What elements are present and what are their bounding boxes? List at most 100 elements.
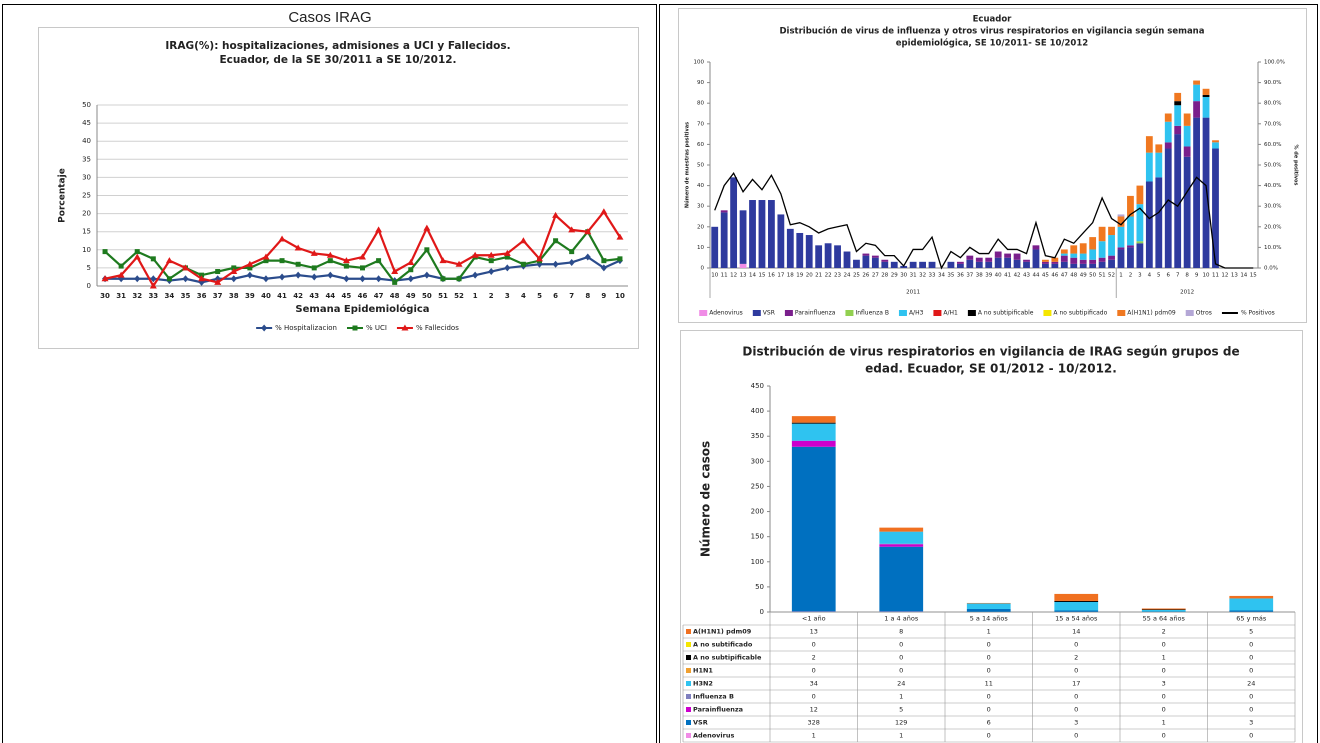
y-tick-label: 25 [82,192,91,200]
x-tick-label: 51 [1099,273,1106,279]
bar-segment [1070,263,1078,268]
point [552,260,559,268]
table-cell: 3 [1249,719,1253,727]
x-tick-label: 50 [422,292,432,300]
x-tick-label: 15 [758,273,765,279]
point [261,324,268,332]
bar-segment [791,416,836,423]
bar-segment [1013,253,1021,260]
x-tick-label: 38 [976,273,983,279]
x-tick-label: 3 [1138,273,1142,279]
bar-segment [1174,125,1182,135]
bar-segment [1164,113,1172,122]
y-tick-label: 40 [82,137,91,145]
point [278,235,286,242]
x-tick-label: 36 [197,292,207,300]
bar-segment [879,527,924,532]
bar-segment [1060,253,1068,256]
bar-segment [720,212,728,268]
x-tick-label: 41 [1004,273,1011,279]
table-cell: 2 [812,654,816,662]
bar-segment [1183,156,1191,268]
bar-segment [1145,181,1153,268]
legend-swatch [686,707,691,712]
point [246,271,253,279]
x-tick-label: 27 [872,273,879,279]
bar-segment [966,259,974,268]
legend-swatch [1185,310,1194,316]
bar-segment [791,440,836,447]
x-tick-label: 52 [1108,273,1115,279]
right-panel [659,4,1318,743]
table-cell: 0 [1249,732,1253,740]
point [455,260,463,267]
bar-segment [1051,257,1059,262]
point [359,253,366,260]
y-tick-label: 30 [82,173,91,181]
chart-title: Distribución de virus respiratorios en v… [742,345,1239,359]
y-tick-label: 50 [697,163,704,169]
x-tick-label: 32 [919,273,926,279]
y-axis-label: Número de muestras positivas [684,122,691,208]
bar-segment [1023,261,1030,268]
point [552,211,560,218]
legend-label: Otros [1196,310,1212,317]
table-row-label: A(H1N1) pdm09 [693,628,752,636]
y2-tick-label: 0.0% [1264,266,1278,272]
bar-segment [834,245,841,268]
x-tick-label: 12 [1221,273,1228,279]
x-tick-label: 44 [1032,273,1039,279]
bar-segment [1183,146,1191,157]
bar-segment [1108,235,1115,256]
legend-swatch [933,310,942,316]
bar-segment [1174,134,1182,268]
x-tick-label: 49 [406,292,416,300]
x-tick-label: 28 [881,273,888,279]
point [376,258,382,264]
x-tick-label: 10 [1203,273,1210,279]
point [584,228,592,235]
bar-segment [1183,113,1191,126]
bar-segment [1212,140,1219,143]
bar-segment [1060,249,1068,254]
y-tick-label: 5 [87,264,91,272]
bar-segment [1202,94,1210,98]
bar-segment [1202,97,1210,118]
x-tick-label: 51 [438,292,448,300]
legend-label: A(H1N1) pdm09 [1127,310,1176,317]
table-row-label: Influenza B [693,693,734,701]
y-tick-label: 20 [82,210,91,218]
bar-segment [881,259,889,262]
bar-segment [1136,204,1144,242]
bar-segment [1042,261,1049,264]
bar-segment [1127,245,1134,248]
bar-segment [1032,249,1040,268]
chart-title: edad. Ecuador, SE 01/2012 - 10/2012. [865,362,1117,376]
point [536,255,543,262]
x-tick-label: 13 [1231,273,1238,279]
legend-swatch [686,655,691,660]
x-tick-label: 14 [1240,273,1247,279]
point [294,244,302,251]
bar-segment [1089,259,1097,264]
y-tick-label: 40 [697,183,704,189]
x-tick-label: 26 [862,273,869,279]
bar-segment [1079,243,1087,254]
x-tick-label: 10 [711,273,718,279]
point [488,258,494,264]
x-tick-label: 47 [374,292,384,300]
x-tick-label: 4 [1148,273,1152,279]
point [616,233,624,240]
y-tick-label: 0 [87,282,91,290]
bar-segment [1141,608,1186,610]
point [471,251,479,258]
bar-segment [1013,259,1021,268]
bar-segment [1089,249,1097,260]
table-cell: 3 [1162,680,1166,688]
x-tick-label: 25 [853,273,860,279]
point [311,273,318,281]
y-tick-label: 100 [751,558,764,566]
point [231,265,237,271]
x-tick-label: 42 [293,292,303,300]
